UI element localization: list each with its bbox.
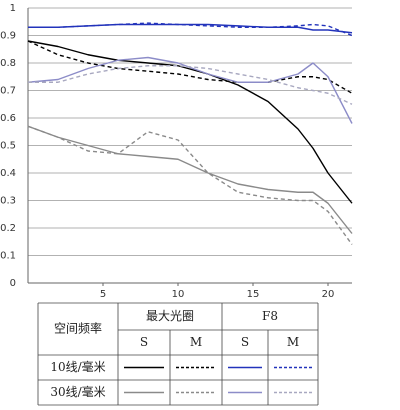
y-tick-label: 0.4	[0, 168, 16, 179]
aperture-label: 最大光圈	[146, 309, 194, 323]
y-tick-label: 0.3	[0, 196, 16, 207]
y-tick-label: 0.7	[0, 86, 16, 97]
x-tick-label: 5	[100, 289, 106, 300]
y-tick-label: 1	[10, 3, 16, 14]
y-tick-label: 0.8	[0, 58, 16, 69]
type-label: M	[190, 335, 202, 349]
series-line	[28, 23, 353, 34]
series-line	[27, 40, 353, 204]
series-line	[27, 125, 353, 234]
row-label: 30线/毫米	[50, 384, 105, 399]
row-label: 10线/毫米	[50, 359, 105, 374]
series-line	[27, 56, 353, 124]
y-tick-label: 0.6	[0, 113, 16, 124]
y-tick-label: 0.9	[0, 31, 16, 42]
legend-header: 空间频率	[54, 321, 102, 336]
y-tick-label: 0.5	[0, 141, 16, 152]
type-label: S	[241, 335, 249, 349]
type-label: M	[287, 335, 299, 349]
type-label: S	[140, 335, 148, 349]
y-tick-label: 0	[10, 278, 16, 289]
y-tick-label: 0.2	[0, 223, 16, 234]
series-line	[28, 22, 353, 37]
x-tick-label: 15	[247, 289, 260, 300]
series-line	[27, 40, 353, 94]
x-tick-label: 10	[172, 289, 185, 300]
aperture-label: F8	[262, 309, 278, 323]
x-tick-label: 20	[322, 289, 335, 300]
series-line	[27, 125, 353, 245]
series-line	[28, 65, 353, 105]
y-tick-label: 0.1	[0, 251, 16, 262]
